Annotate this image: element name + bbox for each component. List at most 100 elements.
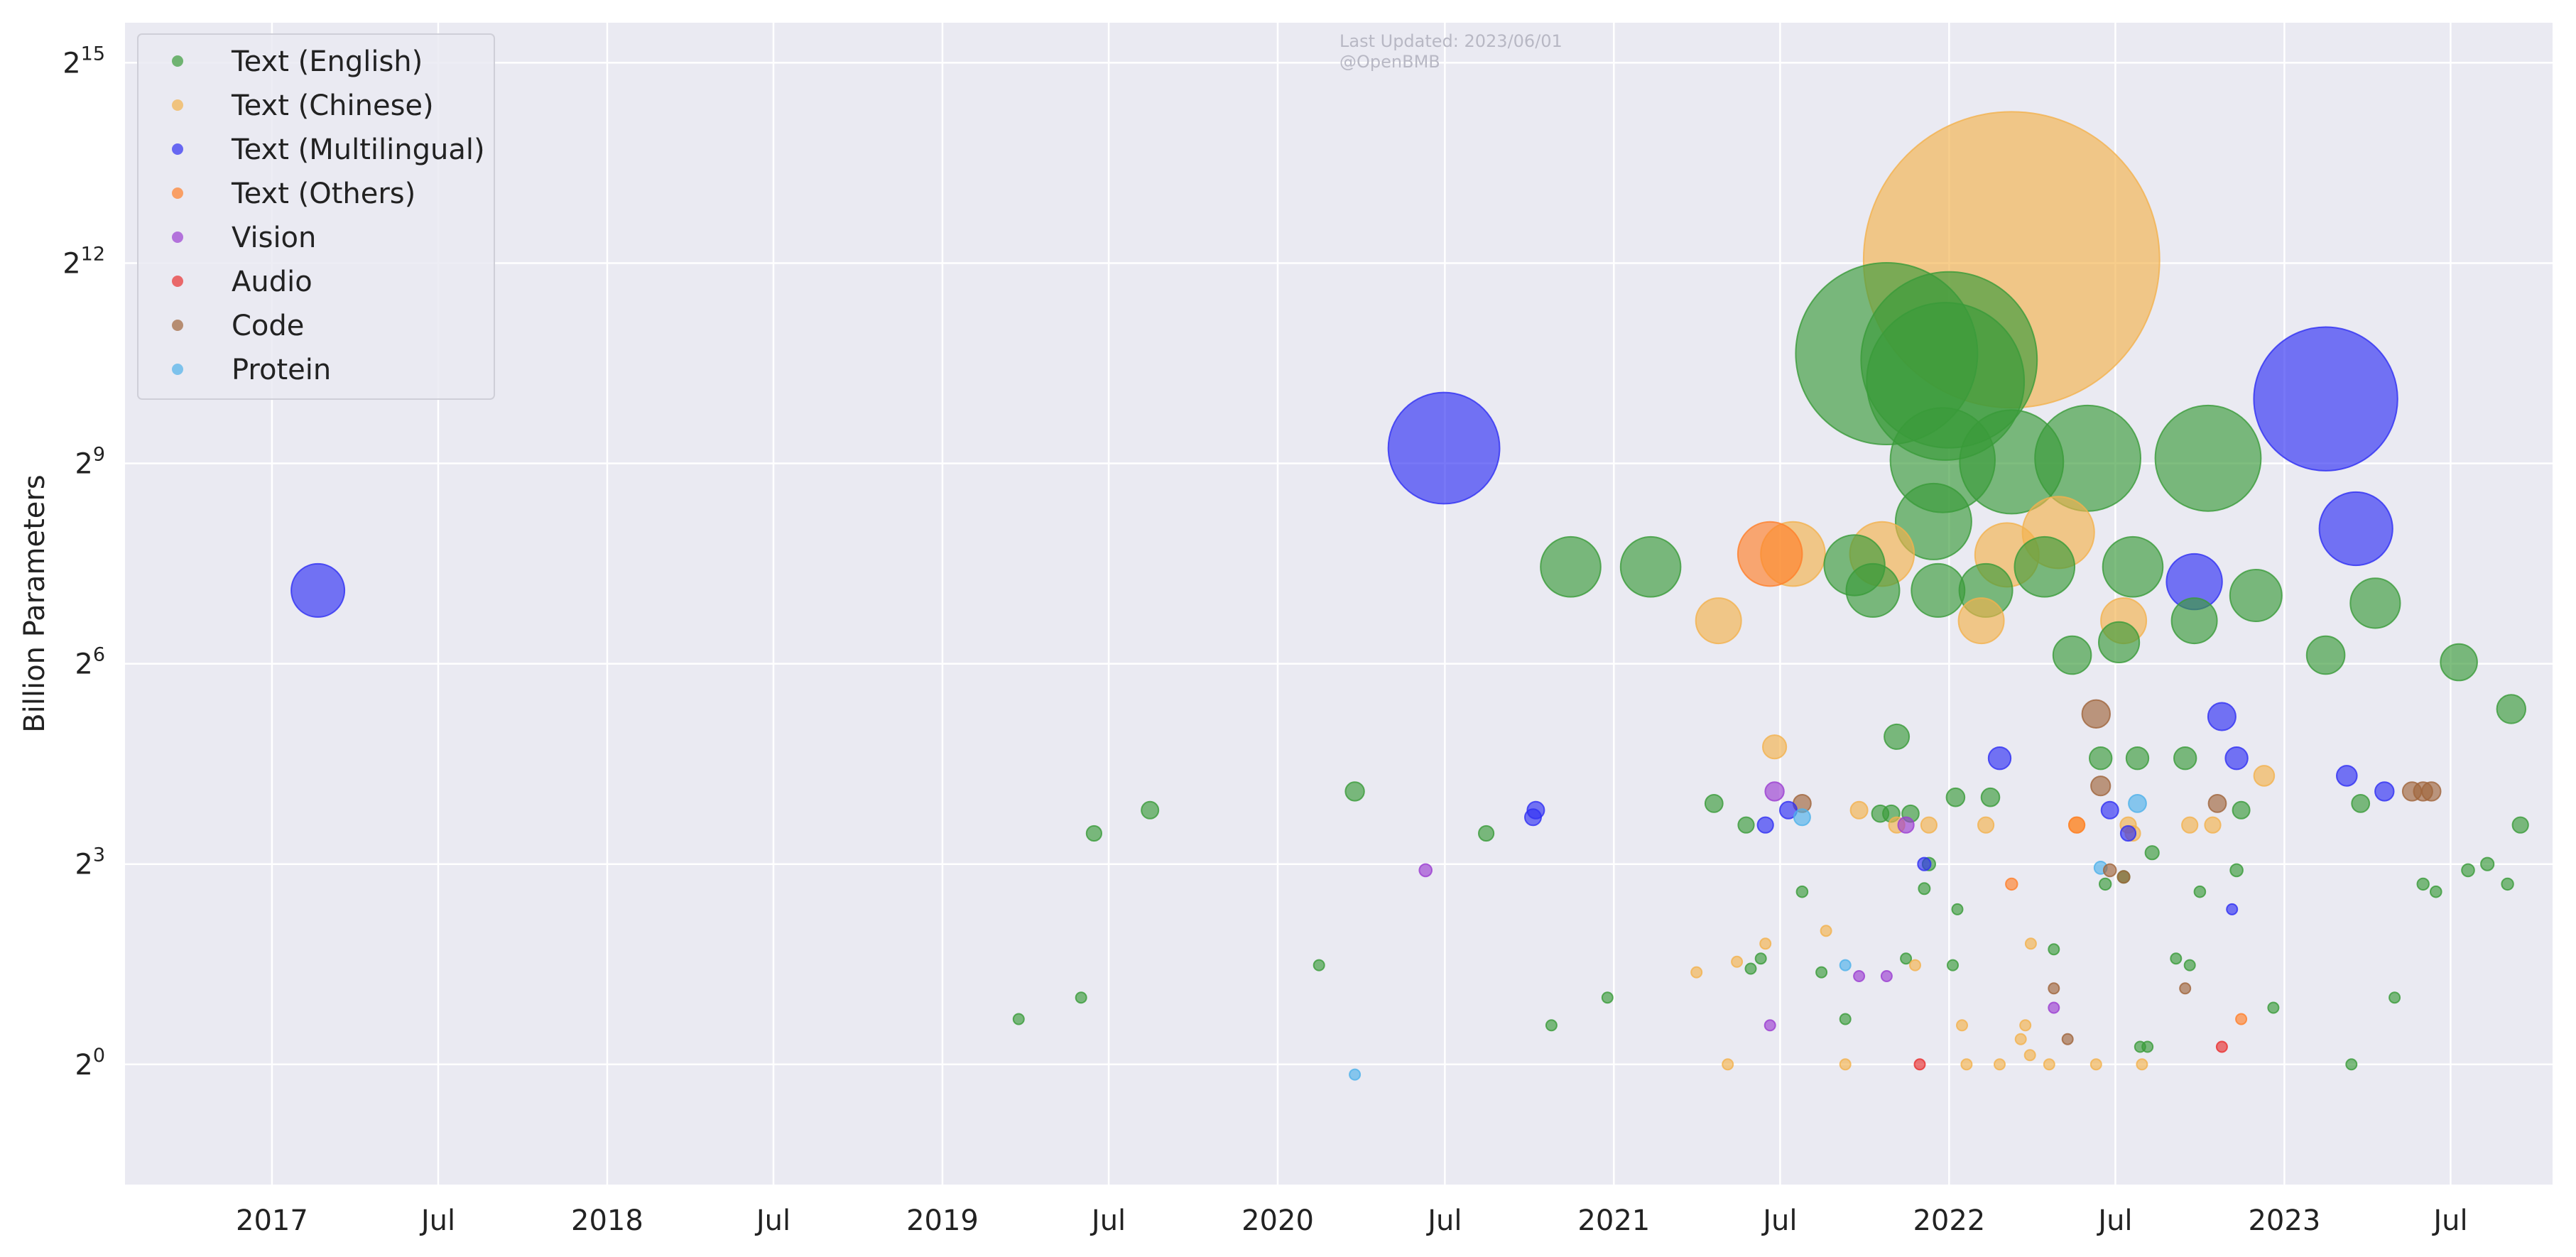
data-point: [2421, 781, 2442, 802]
data-point: [1545, 1019, 1558, 1032]
data-point: [1795, 885, 1809, 898]
y-tick-label: 26: [75, 644, 105, 681]
legend-marker: [172, 276, 183, 287]
x-tick-label: 2020: [1241, 1204, 1314, 1237]
data-point: [2349, 577, 2401, 629]
x-tick-label: Jul: [1425, 1204, 1462, 1237]
data-point: [2173, 746, 2197, 771]
data-point: [1947, 959, 1959, 972]
data-point: [2128, 794, 2147, 813]
data-point: [2052, 635, 2092, 675]
data-point: [2388, 991, 2401, 1004]
data-point: [1764, 781, 1785, 802]
data-point: [1911, 562, 1966, 618]
x-axis-ticks: 2017 Jul 2018 Jul 2019 Jul 2020 Jul 2021 Jul 2022 J…: [236, 1204, 2468, 1237]
data-point: [2345, 1058, 2358, 1071]
data-point: [1839, 959, 1852, 972]
data-point: [1897, 816, 1915, 834]
data-point: [2229, 569, 2283, 622]
legend-entry: Text (Chinese): [231, 89, 434, 122]
data-point: [1894, 482, 1972, 560]
data-point: [2154, 404, 2262, 512]
data-point: [2019, 1019, 2032, 1032]
data-point: [2014, 1033, 2027, 1045]
data-point: [2116, 870, 2131, 884]
data-point: [1980, 787, 2001, 807]
data-point: [2005, 877, 2018, 891]
data-point: [1540, 535, 1602, 598]
data-point: [1918, 882, 1931, 896]
data-point: [1793, 808, 1811, 827]
data-point: [2183, 959, 2196, 972]
data-point: [2351, 794, 2371, 813]
legend-marker: [172, 143, 183, 155]
legend-entry: Vision: [232, 222, 316, 254]
y-axis-label: Billion Parameters: [18, 474, 51, 732]
legend-marker: [172, 187, 183, 199]
data-point: [2100, 800, 2119, 820]
data-point: [2226, 903, 2239, 915]
data-point: [1994, 1058, 2006, 1071]
data-point: [1917, 856, 1932, 871]
legend-marker: [172, 320, 183, 331]
data-point: [1075, 991, 1087, 1004]
data-point: [1960, 1058, 1973, 1071]
data-point: [1759, 937, 1772, 950]
data-point: [1387, 391, 1501, 505]
x-tick-label: Jul: [1761, 1204, 1797, 1237]
data-point: [1987, 746, 2012, 771]
legend-marker: [172, 364, 183, 375]
data-point: [2204, 816, 2222, 834]
data-point: [2089, 1058, 2102, 1071]
update-annotation: Last Updated: 2023/06/01 @OpenBMB: [1339, 31, 1563, 72]
data-point: [1845, 562, 1901, 618]
data-point: [2013, 535, 2076, 598]
data-point: [2501, 877, 2514, 891]
data-point: [1959, 409, 2065, 515]
data-point: [1085, 825, 1103, 842]
x-tick-label: 2018: [571, 1204, 643, 1237]
legend-entry: Code: [232, 310, 304, 342]
data-point: [1820, 925, 1832, 937]
data-point: [2267, 1001, 2280, 1014]
data-point: [1601, 991, 1614, 1004]
data-point: [1344, 781, 1365, 802]
data-point: [1756, 816, 1774, 834]
data-point: [1884, 723, 1911, 750]
x-tick-label: 2019: [906, 1204, 979, 1237]
y-tick-label: 215: [63, 43, 105, 80]
data-point: [1141, 800, 1160, 820]
data-point: [2048, 1001, 2060, 1014]
data-point: [2081, 699, 2112, 729]
legend-marker: [172, 55, 183, 67]
legend-box: [137, 33, 495, 400]
data-points: [290, 111, 2529, 1081]
data-point: [1690, 966, 1703, 979]
data-point: [2023, 1049, 2036, 1062]
data-point: [1731, 955, 1744, 968]
data-point: [2235, 1013, 2248, 1025]
data-point: [2336, 765, 2358, 787]
legend: Text (English) Text (Chinese) Text (Multil…: [137, 33, 495, 400]
data-point: [2141, 1040, 2154, 1053]
data-point: [1524, 808, 1542, 827]
x-tick-label: Jul: [2431, 1204, 2467, 1237]
data-point: [1956, 1019, 1968, 1032]
data-point: [1418, 863, 1433, 878]
data-point: [2318, 491, 2393, 567]
data-point: [1839, 1013, 1852, 1025]
data-point: [1880, 970, 1893, 982]
data-point: [1900, 952, 1913, 965]
x-tick-label: Jul: [419, 1204, 455, 1237]
data-point: [2099, 877, 2112, 891]
data-point: [2048, 943, 2060, 956]
annotation-line-2: @OpenBMB: [1339, 52, 1440, 72]
data-point: [2480, 856, 2495, 871]
data-point: [1977, 816, 1995, 834]
data-point: [2232, 800, 2251, 820]
data-point: [2136, 1058, 2148, 1071]
data-point: [2098, 621, 2141, 664]
data-point: [2125, 746, 2150, 771]
data-point: [1722, 1058, 1734, 1071]
data-point: [2170, 597, 2218, 645]
